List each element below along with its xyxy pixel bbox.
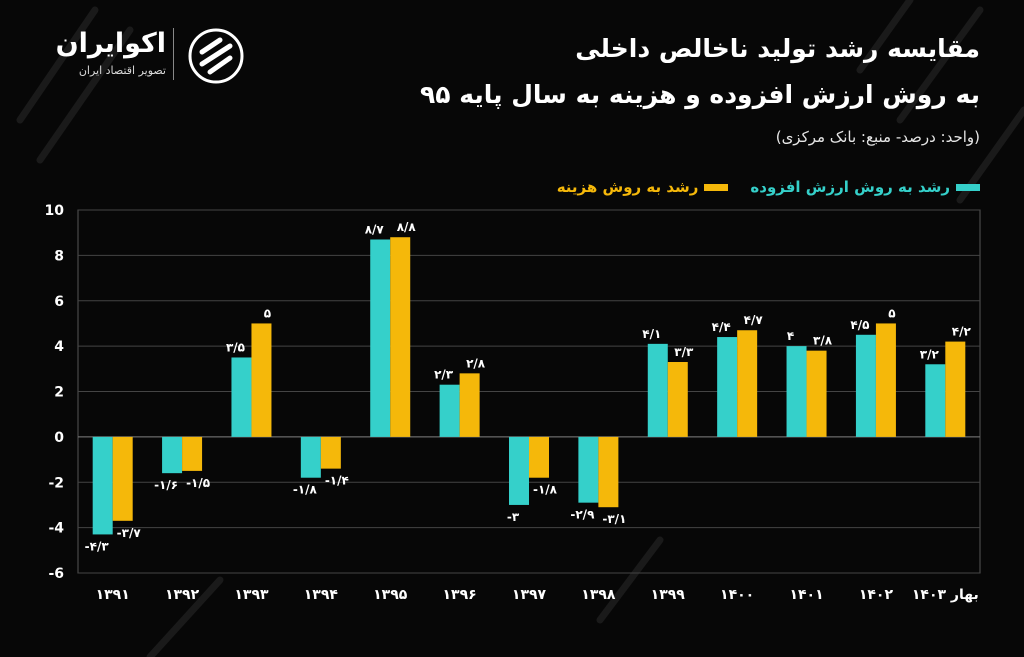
bar-expenditure (390, 237, 411, 437)
data-label: ۳/۳ (674, 345, 694, 359)
legend-swatch-expenditure (704, 183, 729, 191)
legend-item-value-added: رشد به روش ارزش افزوده (750, 178, 980, 196)
bar-expenditure (112, 436, 133, 521)
x-tick-label: ۱۳۹۷ (512, 587, 547, 603)
x-tick-label: ۱۴۰۱ (789, 587, 823, 603)
data-label: -۳/۷ (117, 526, 142, 540)
logo-divider (173, 28, 174, 80)
y-tick-label: 6 (54, 294, 64, 310)
data-label: -۱/۶ (154, 478, 178, 492)
data-label: -۱/۵ (186, 476, 210, 490)
bar-value-added (578, 436, 599, 503)
data-label: ۲/۸ (466, 356, 486, 370)
x-tick-label: ۱۳۹۳ (234, 587, 269, 603)
bar-expenditure (251, 323, 272, 437)
y-tick-label: 4 (54, 339, 64, 355)
bar-value-added (925, 364, 946, 437)
bar-value-added (370, 239, 391, 437)
bar-value-added (300, 436, 321, 478)
x-tick-label: ۱۳۹۶ (443, 587, 477, 603)
data-label: ۴/۲ (952, 325, 972, 339)
bar-expenditure (737, 330, 758, 437)
bar-value-added (231, 357, 252, 437)
x-tick-label: ۱۳۹۵ (373, 587, 408, 603)
title-line-2: به روش ارزش افزوده و هزینه به سال پایه ۹… (419, 80, 980, 109)
brand-name: اکوایران (55, 28, 166, 59)
y-tick-label: 8 (54, 248, 64, 264)
brand-mark-icon (188, 28, 244, 84)
data-label: -۱/۴ (325, 474, 349, 488)
data-label: ۴/۵ (850, 318, 869, 332)
data-label: ۴/۴ (712, 320, 731, 334)
bar-expenditure (875, 323, 896, 437)
data-label: ۵ (888, 306, 895, 320)
x-tick-label: ۱۴۰۰ (720, 587, 754, 603)
x-tick-label: ۱۴۰۲ (859, 587, 894, 603)
y-tick-label: 10 (45, 203, 65, 219)
y-tick-label: -2 (48, 475, 64, 491)
legend-label-value-added: رشد به روش ارزش افزوده (750, 178, 950, 196)
bar-value-added (509, 436, 529, 505)
data-label: -۳/۱ (602, 512, 626, 526)
data-label: ۸/۸ (397, 220, 417, 234)
data-label: -۲/۹ (570, 508, 595, 522)
page-title: مقایسه رشد تولید ناخالص داخلی به روش ارز… (340, 26, 980, 118)
bar-expenditure (529, 436, 549, 478)
bar-value-added (717, 337, 738, 437)
data-label: ۳/۵ (226, 340, 245, 354)
y-tick-label: 2 (54, 385, 64, 401)
x-tick-label: بهار ۱۴۰۳ (912, 587, 979, 603)
data-label: ۲/۳ (434, 368, 454, 382)
data-label: -۴/۳ (85, 539, 110, 553)
data-label: ۳/۲ (920, 347, 940, 361)
data-label: -۱/۸ (533, 483, 558, 497)
bar-value-added (92, 436, 113, 535)
data-label: ۳/۸ (813, 334, 833, 348)
bar-value-added (855, 334, 876, 437)
brand-tagline: تصویر اقتصاد ایران (78, 64, 166, 77)
bar-expenditure (667, 362, 688, 437)
bar-expenditure (182, 436, 203, 471)
bar-expenditure (806, 350, 827, 437)
data-label: ۴/۱ (642, 327, 661, 341)
x-tick-label: ۱۳۹۸ (581, 587, 616, 603)
bar-expenditure (945, 341, 966, 437)
x-tick-label: ۱۳۹۱ (96, 587, 130, 603)
bar-value-added (439, 384, 460, 437)
x-tick-label: ۱۳۹۹ (651, 587, 686, 603)
chart-subtitle: (واحد: درصد- منبع: بانک مرکزی) (775, 128, 980, 146)
y-tick-label: -4 (48, 521, 64, 537)
y-tick-label: 0 (54, 430, 64, 446)
bar-expenditure (598, 436, 619, 508)
data-label: ۵ (264, 306, 271, 320)
data-label: ۸/۷ (365, 222, 385, 236)
chart-legend: رشد به روش ارزش افزوده رشد به روش هزینه (557, 178, 980, 196)
bar-value-added (786, 346, 807, 437)
data-label: ۴ (787, 329, 794, 343)
bar-expenditure (320, 436, 341, 469)
title-line-1: مقایسه رشد تولید ناخالص داخلی (575, 34, 980, 63)
data-label: -۳ (507, 510, 520, 524)
brand-logo: اکوایران تصویر اقتصاد ایران (38, 24, 248, 86)
x-tick-label: ۱۳۹۴ (304, 587, 339, 603)
y-tick-label: -6 (48, 566, 64, 582)
legend-label-expenditure: رشد به روش هزینه (556, 178, 699, 196)
bar-expenditure (459, 373, 480, 437)
bar-value-added (162, 436, 183, 474)
x-tick-label: ۱۳۹۲ (165, 587, 200, 603)
legend-swatch-value-added (956, 183, 980, 191)
data-label: ۴/۷ (744, 313, 764, 327)
legend-item-expenditure: رشد به روش هزینه (557, 178, 729, 196)
data-label: -۱/۸ (293, 483, 318, 497)
bar-value-added (647, 343, 668, 437)
